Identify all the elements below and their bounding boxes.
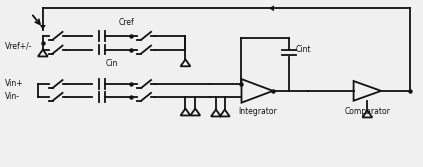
Text: Cint: Cint [296, 45, 311, 54]
Text: Comparator: Comparator [344, 108, 390, 116]
Text: Vref+/-: Vref+/- [5, 41, 32, 50]
Text: Cin: Cin [105, 59, 118, 68]
Text: Integrator: Integrator [238, 108, 277, 116]
Polygon shape [269, 5, 274, 11]
Text: Vin+: Vin+ [5, 79, 23, 89]
Text: Vin-: Vin- [5, 92, 19, 101]
Polygon shape [40, 25, 46, 30]
Text: Cref: Cref [118, 18, 135, 27]
